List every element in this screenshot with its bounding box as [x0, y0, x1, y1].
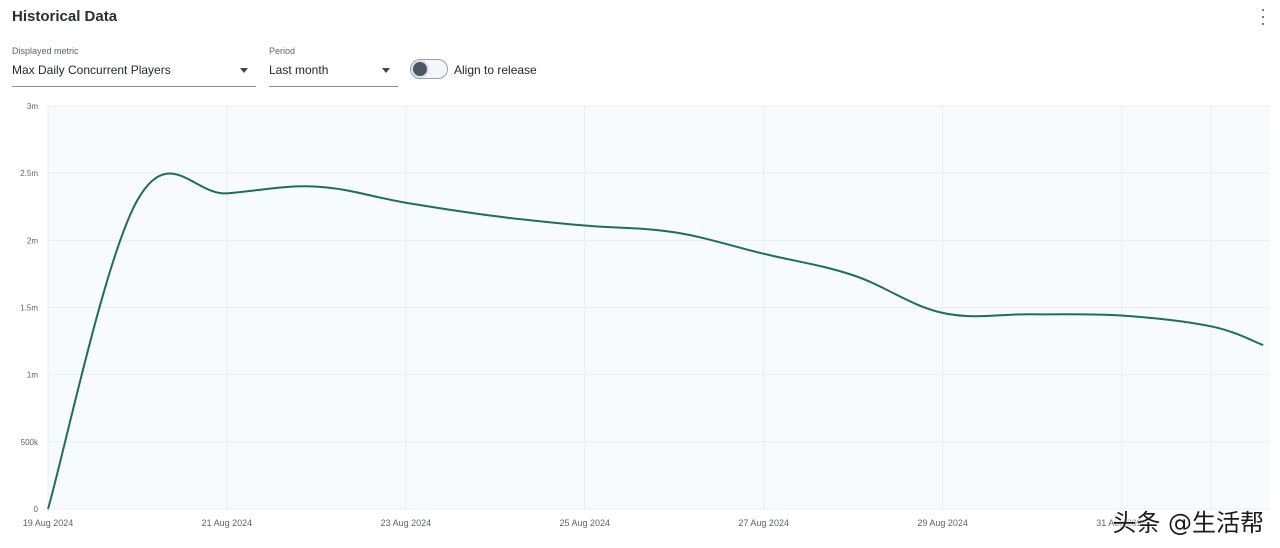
align-to-release-toggle[interactable] — [410, 59, 448, 79]
metric-select-label: Displayed metric — [12, 46, 79, 56]
x-tick-label: 19 Aug 2024 — [23, 518, 74, 528]
line-chart: 0 500k 1m 1.5m 2m 2.5m 3m 19 Aug 2024 21 Aug 202… — [20, 102, 1270, 528]
y-tick-label: 2m — [27, 236, 38, 245]
chart-area: 0 500k 1m 1.5m 2m 2.5m 3m 19 Aug 2024 21 Aug 202… — [0, 96, 1280, 542]
period-select-label: Period — [269, 46, 296, 56]
chevron-down-icon — [382, 68, 390, 73]
period-select-value: Last month — [269, 63, 329, 77]
y-tick-label: 2.5m — [20, 169, 38, 178]
align-to-release-label: Align to release — [454, 63, 537, 77]
x-tick-label: 31 Aug 2024 — [1096, 518, 1147, 528]
watermark-text: 头条 @生活帮 — [1112, 509, 1264, 537]
x-tick-label: 25 Aug 2024 — [559, 518, 610, 528]
more-vertical-icon[interactable] — [1260, 9, 1266, 25]
x-tick-label: 29 Aug 2024 — [917, 518, 968, 528]
x-tick-label: 23 Aug 2024 — [381, 518, 432, 528]
metric-select-value: Max Daily Concurrent Players — [12, 63, 171, 77]
y-tick-label: 0 — [34, 505, 39, 514]
chevron-down-icon — [240, 68, 248, 73]
x-tick-label: 27 Aug 2024 — [738, 518, 789, 528]
y-tick-label: 3m — [27, 102, 38, 111]
y-tick-label: 1.5m — [20, 304, 38, 313]
y-tick-label: 500k — [21, 438, 39, 447]
metric-select[interactable]: Displayed metric Max Daily Concurrent Pl… — [12, 44, 256, 87]
toggle-knob — [413, 62, 427, 76]
x-tick-label: 21 Aug 2024 — [202, 518, 253, 528]
series-line — [47, 172, 1264, 510]
panel-title: Historical Data — [12, 8, 118, 25]
y-tick-label: 1m — [27, 371, 38, 380]
period-select[interactable]: Period Last month — [269, 44, 398, 87]
